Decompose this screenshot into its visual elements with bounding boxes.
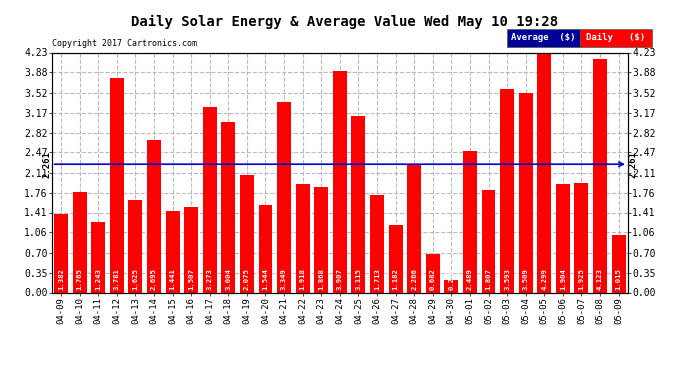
Text: 1.015: 1.015 xyxy=(615,268,622,290)
Text: 2.695: 2.695 xyxy=(151,268,157,290)
Text: 1.807: 1.807 xyxy=(486,268,491,290)
Bar xyxy=(463,151,477,292)
Text: Daily   ($): Daily ($) xyxy=(586,33,645,42)
Text: 3.115: 3.115 xyxy=(355,268,362,290)
Text: 1.765: 1.765 xyxy=(77,268,83,290)
Text: 0.216: 0.216 xyxy=(448,268,454,290)
Bar xyxy=(128,200,142,292)
Text: 3.349: 3.349 xyxy=(281,268,287,290)
Bar xyxy=(426,254,440,292)
Bar xyxy=(333,71,347,292)
Text: 3.907: 3.907 xyxy=(337,268,343,290)
Text: 4.123: 4.123 xyxy=(597,268,603,290)
Bar xyxy=(91,222,105,292)
Text: 0.682: 0.682 xyxy=(430,268,436,290)
Bar xyxy=(184,207,198,292)
Text: 1.713: 1.713 xyxy=(374,268,380,290)
Bar xyxy=(221,122,235,292)
Text: 1.382: 1.382 xyxy=(58,268,64,290)
Bar xyxy=(407,164,421,292)
Bar xyxy=(54,214,68,292)
Bar xyxy=(500,88,514,292)
Bar xyxy=(370,195,384,292)
Bar xyxy=(351,116,366,292)
Text: 1.868: 1.868 xyxy=(318,268,324,290)
Bar xyxy=(482,190,495,292)
Bar xyxy=(259,205,273,292)
Text: 1.507: 1.507 xyxy=(188,268,194,290)
Text: 3.273: 3.273 xyxy=(207,268,213,290)
Bar xyxy=(388,225,402,292)
Text: 1.544: 1.544 xyxy=(262,268,268,290)
Bar xyxy=(72,192,87,292)
Bar xyxy=(314,186,328,292)
Text: 2.266: 2.266 xyxy=(411,268,417,290)
Text: 3.509: 3.509 xyxy=(523,268,529,290)
Bar xyxy=(166,211,179,292)
Text: 2.489: 2.489 xyxy=(467,268,473,290)
Text: Daily Solar Energy & Average Value Wed May 10 19:28: Daily Solar Energy & Average Value Wed M… xyxy=(131,15,559,29)
Bar xyxy=(538,49,551,292)
Text: 1.182: 1.182 xyxy=(393,268,399,290)
Bar xyxy=(593,58,607,292)
Bar xyxy=(444,280,458,292)
Bar xyxy=(575,183,589,292)
Text: 1.925: 1.925 xyxy=(578,268,584,290)
Bar xyxy=(203,107,217,292)
Text: 2.261: 2.261 xyxy=(42,151,51,178)
Bar xyxy=(240,175,254,292)
Text: 2.261: 2.261 xyxy=(629,151,638,178)
Bar xyxy=(147,140,161,292)
Bar xyxy=(519,93,533,292)
Text: 3.781: 3.781 xyxy=(114,268,120,290)
Text: 1.625: 1.625 xyxy=(132,268,139,290)
Bar xyxy=(277,102,291,292)
Text: 4.299: 4.299 xyxy=(541,268,547,290)
Bar xyxy=(611,235,626,292)
Text: 3.593: 3.593 xyxy=(504,268,510,290)
Text: 3.004: 3.004 xyxy=(226,268,231,290)
Text: 2.075: 2.075 xyxy=(244,268,250,290)
Bar xyxy=(110,78,124,292)
Text: 1.243: 1.243 xyxy=(95,268,101,290)
Bar xyxy=(296,184,310,292)
Text: Average  ($): Average ($) xyxy=(511,33,575,42)
Text: 1.918: 1.918 xyxy=(299,268,306,290)
Text: Copyright 2017 Cartronics.com: Copyright 2017 Cartronics.com xyxy=(52,39,197,48)
Bar xyxy=(556,184,570,292)
Text: 1.441: 1.441 xyxy=(170,268,175,290)
Text: 1.904: 1.904 xyxy=(560,268,566,290)
